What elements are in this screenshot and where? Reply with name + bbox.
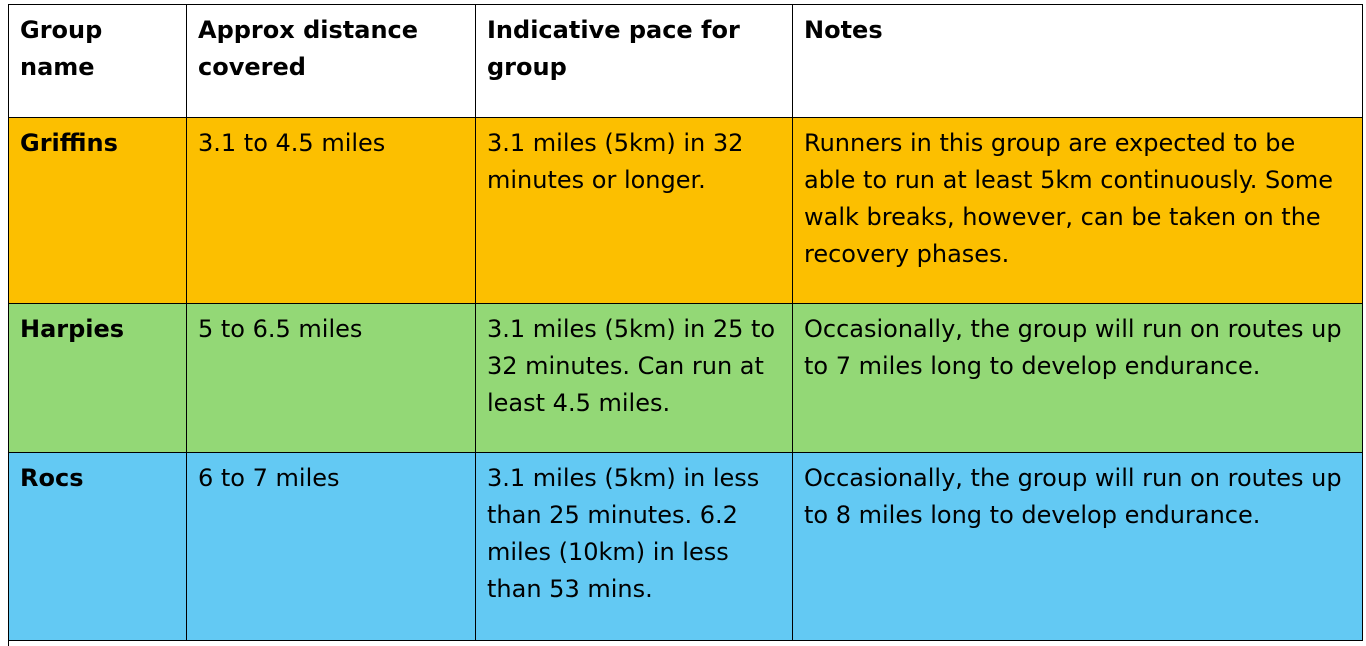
distance-rocs: 6 to 7 miles bbox=[186, 452, 476, 641]
pace-griffins: 3.1 miles (5km) in 32 minutes or longer. bbox=[475, 117, 793, 304]
pace-harpies: 3.1 miles (5km) in 25 to 32 minutes. Can… bbox=[475, 303, 793, 453]
header-pace: Indicative pace for group bbox=[475, 4, 793, 118]
header-distance: Approx distance covered bbox=[186, 4, 476, 118]
distance-harpies: 5 to 6.5 miles bbox=[186, 303, 476, 453]
running-groups-table: Group name Approx distance covered Indic… bbox=[8, 4, 1363, 641]
table-header-row: Group name Approx distance covered Indic… bbox=[8, 4, 1363, 118]
table-row-harpies: Harpies 5 to 6.5 miles 3.1 miles (5km) i… bbox=[8, 303, 1363, 453]
header-notes: Notes bbox=[792, 4, 1363, 118]
notes-rocs: Occasionally, the group will run on rout… bbox=[792, 452, 1363, 641]
group-name-harpies: Harpies bbox=[8, 303, 187, 453]
table-border-tail bbox=[8, 640, 9, 646]
notes-griffins: Runners in this group are expected to be… bbox=[792, 117, 1363, 304]
group-name-griffins: Griffins bbox=[8, 117, 187, 304]
table-row-rocs: Rocs 6 to 7 miles 3.1 miles (5km) in les… bbox=[8, 452, 1363, 641]
header-group-name: Group name bbox=[8, 4, 187, 118]
distance-griffins: 3.1 to 4.5 miles bbox=[186, 117, 476, 304]
group-name-rocs: Rocs bbox=[8, 452, 187, 641]
table-row-griffins: Griffins 3.1 to 4.5 miles 3.1 miles (5km… bbox=[8, 117, 1363, 304]
notes-harpies: Occasionally, the group will run on rout… bbox=[792, 303, 1363, 453]
pace-rocs: 3.1 miles (5km) in less than 25 minutes.… bbox=[475, 452, 793, 641]
